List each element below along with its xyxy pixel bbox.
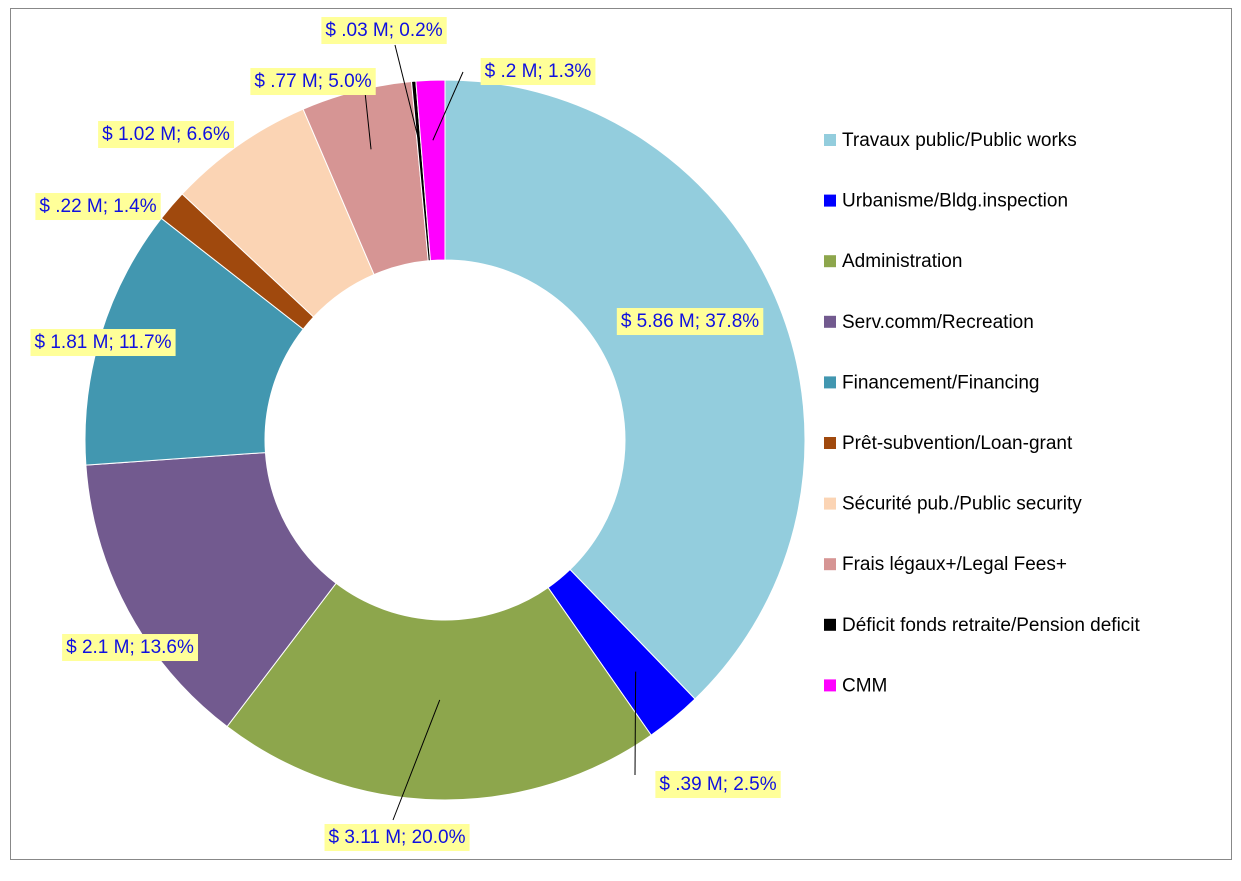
data-label: $ .03 M; 0.2% [325,20,442,41]
legend-label: Urbanisme/Bldg.inspection [842,191,1068,212]
legend-label: Administration [842,251,962,272]
data-label-bg [98,121,235,149]
legend-label: Financement/Financing [842,372,1040,393]
legend-swatch [824,315,836,328]
data-label: $ .2 M; 1.3% [485,61,592,82]
legend-label: Sécurité pub./Public security [842,494,1082,515]
data-label: $ .77 M; 5.0% [254,71,371,92]
leader-line [634,671,637,776]
data-label: $ .39 M; 2.5% [659,774,776,795]
data-label: $ 1.81 M; 11.7% [35,332,172,353]
data-label-bg [616,308,764,336]
legend-label: Frais légaux+/Legal Fees+ [842,554,1067,575]
data-label: $ 1.02 M; 6.6% [102,124,230,145]
leader-line [432,71,464,141]
data-label: $ 3.11 M; 20.0% [329,827,466,848]
data-label-bg [35,193,161,221]
legend-swatch [824,618,836,631]
leader-line [392,699,441,821]
legend-label: Prêt-subvention/Loan-grant [842,433,1073,454]
legend-swatch [824,255,836,268]
donut-slice [415,79,446,262]
donut-slice [85,452,337,728]
donut-slice [444,79,806,700]
donut-slice [226,582,652,801]
legend-swatch [824,194,836,207]
data-label: $ 2.1 M; 13.6% [66,637,194,658]
legend-swatch [824,679,836,692]
data-label-bg [655,771,781,799]
donut-slice [84,217,304,466]
legend-label: Travaux public/Public works [842,130,1077,151]
leader-line [394,44,420,142]
data-label-bg [62,634,199,662]
data-label-bg [30,329,176,357]
data-label-bg [321,17,447,45]
data-label: $ 5.86 M; 37.8% [621,311,759,332]
leader-line [364,91,372,150]
data-label-bg [324,824,470,852]
legend-label: Déficit fonds retraite/Pension deficit [842,615,1141,636]
data-label-bg [480,58,596,86]
legend-swatch [824,437,836,449]
legend-swatch [824,376,836,389]
legend-label: CMM [842,675,887,696]
legend-label: Serv.comm/Recreation [842,312,1034,333]
legend-swatch [824,497,836,510]
data-label: $ .22 M; 1.4% [39,196,156,217]
legend-swatch [824,558,836,571]
legend-swatch [824,134,836,146]
data-label-bg [250,68,376,96]
